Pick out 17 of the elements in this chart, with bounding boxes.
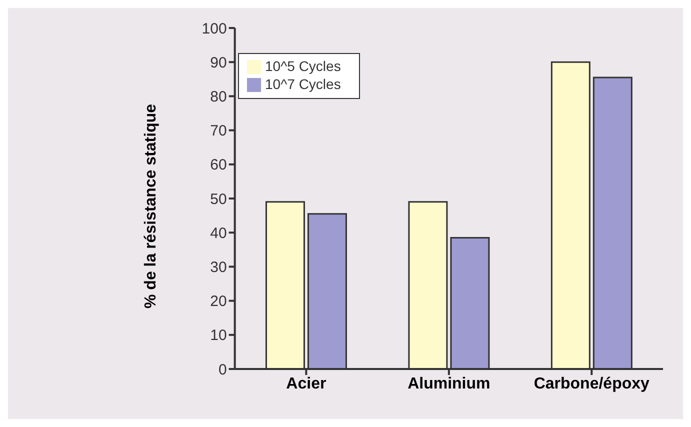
y-tick-label: 70 xyxy=(210,122,227,140)
y-tick-label: 80 xyxy=(210,88,227,106)
y-tick-label: 40 xyxy=(210,224,227,242)
y-axis-title: % de la résistance statique xyxy=(142,104,160,308)
y-tick-label: 100 xyxy=(202,20,227,38)
y-tick-label: 90 xyxy=(210,54,227,72)
y-tick-label: 50 xyxy=(210,190,227,208)
y-tick-label: 0 xyxy=(218,361,227,378)
x-tick-label: Carbone/époxy xyxy=(534,375,650,392)
y-tick-label: 60 xyxy=(210,156,227,174)
x-tick-label: Aluminium xyxy=(408,375,490,392)
y-tick-label: 20 xyxy=(210,293,227,310)
y-tick-label: 10 xyxy=(210,327,227,344)
y-tick-label: 30 xyxy=(210,259,227,276)
legend-label: 10^7 Cycles xyxy=(265,76,341,92)
legend-label: 10^5 Cycles xyxy=(265,58,341,74)
x-tick-label: Acier xyxy=(286,375,326,392)
